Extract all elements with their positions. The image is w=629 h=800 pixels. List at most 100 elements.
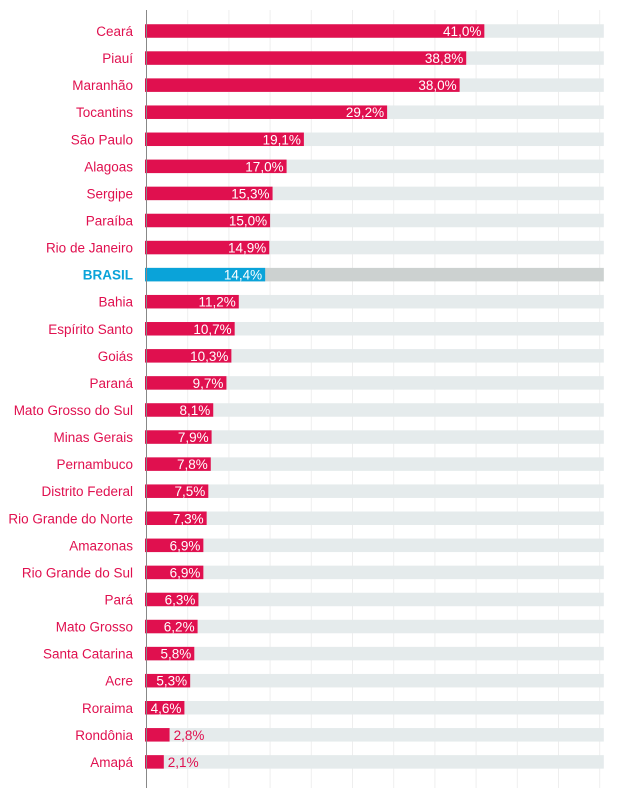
bar bbox=[145, 728, 170, 742]
bar-track bbox=[145, 646, 604, 661]
value-label: 6,2% bbox=[164, 620, 195, 635]
value-label: 7,8% bbox=[177, 457, 208, 472]
value-label: 2,1% bbox=[168, 755, 199, 770]
bar bbox=[145, 619, 198, 634]
value-label: 19,1% bbox=[263, 132, 301, 147]
bar bbox=[145, 186, 273, 201]
bar bbox=[145, 673, 191, 688]
category-label: Maranhão bbox=[72, 78, 133, 93]
value-label: 8,1% bbox=[179, 403, 210, 418]
category-label: São Paulo bbox=[71, 132, 133, 147]
category-label: Mato Grosso bbox=[56, 620, 133, 635]
bar bbox=[145, 701, 185, 715]
value-label: 38,0% bbox=[418, 78, 456, 93]
bar-track bbox=[145, 457, 604, 471]
bar bbox=[145, 403, 214, 417]
value-label: 6,9% bbox=[170, 538, 201, 553]
category-label: Distrito Federal bbox=[41, 484, 133, 499]
value-label: 15,0% bbox=[229, 213, 267, 228]
value-label: 10,7% bbox=[193, 322, 231, 337]
value-label: 7,5% bbox=[175, 484, 206, 499]
value-label: 6,3% bbox=[165, 592, 196, 607]
category-label: Goiás bbox=[98, 349, 134, 364]
bar-track bbox=[145, 430, 604, 444]
bar bbox=[145, 213, 271, 228]
bar bbox=[145, 240, 270, 255]
bar-track bbox=[145, 619, 604, 634]
bar bbox=[145, 430, 212, 444]
category-label: Minas Gerais bbox=[53, 430, 133, 445]
bar bbox=[145, 592, 199, 607]
value-label: 11,2% bbox=[199, 295, 236, 310]
bar bbox=[145, 322, 235, 336]
bar bbox=[145, 267, 266, 282]
bar bbox=[145, 159, 287, 174]
category-label: Roraima bbox=[82, 701, 134, 716]
category-label: Acre bbox=[105, 674, 133, 689]
bar-track bbox=[145, 511, 604, 526]
category-label: Amazonas bbox=[69, 538, 133, 553]
value-label: 4,6% bbox=[151, 701, 182, 716]
bar bbox=[145, 538, 204, 553]
bar-track bbox=[145, 538, 604, 553]
category-label: Paraná bbox=[89, 376, 133, 391]
bar-track bbox=[145, 484, 604, 498]
bar-track bbox=[145, 755, 604, 769]
bar-track bbox=[145, 322, 604, 336]
category-label: Bahia bbox=[98, 295, 133, 310]
bar bbox=[145, 484, 209, 498]
value-label: 17,0% bbox=[245, 159, 283, 174]
bar-track bbox=[145, 403, 604, 417]
bar bbox=[145, 24, 485, 38]
category-label: Pernambuco bbox=[56, 457, 133, 472]
bar bbox=[145, 51, 467, 65]
category-label: Ceará bbox=[96, 24, 133, 39]
value-label: 29,2% bbox=[346, 105, 384, 120]
category-label: Sergipe bbox=[86, 186, 133, 201]
bar bbox=[145, 376, 227, 390]
category-label: Alagoas bbox=[84, 159, 133, 174]
bar-track bbox=[145, 592, 604, 607]
bar-track bbox=[145, 701, 604, 715]
value-label: 6,9% bbox=[170, 565, 201, 580]
bar-track bbox=[145, 294, 604, 309]
value-label: 14,9% bbox=[228, 241, 266, 256]
bar bbox=[145, 349, 232, 363]
bar bbox=[145, 755, 164, 769]
value-label: 2,8% bbox=[174, 728, 205, 743]
value-label: 10,3% bbox=[190, 349, 228, 364]
bar bbox=[145, 78, 460, 92]
bar bbox=[145, 565, 204, 580]
category-label: Rio Grande do Norte bbox=[8, 511, 133, 526]
bar-track bbox=[145, 376, 604, 390]
category-label: Rio Grande do Sul bbox=[22, 565, 133, 580]
category-label: BRASIL bbox=[83, 268, 133, 283]
bar bbox=[145, 294, 239, 309]
category-label: Mato Grosso do Sul bbox=[14, 403, 133, 418]
value-label: 5,3% bbox=[156, 674, 187, 689]
category-label: Rondônia bbox=[75, 728, 133, 743]
value-label: 38,8% bbox=[425, 51, 463, 66]
value-label: 41,0% bbox=[443, 24, 481, 39]
bar bbox=[145, 105, 388, 119]
bar bbox=[145, 457, 211, 471]
value-label: 7,3% bbox=[173, 511, 204, 526]
bar bbox=[145, 132, 304, 147]
category-label: Pará bbox=[104, 592, 133, 607]
value-label: 7,9% bbox=[178, 430, 209, 445]
category-label: Rio de Janeiro bbox=[46, 241, 133, 256]
value-label: 5,8% bbox=[161, 647, 192, 662]
value-label: 15,3% bbox=[231, 186, 269, 201]
category-label: Amapá bbox=[90, 755, 133, 770]
bar-track bbox=[145, 728, 604, 742]
category-label: Tocantins bbox=[76, 105, 133, 120]
bar bbox=[145, 511, 207, 526]
value-label: 9,7% bbox=[193, 376, 224, 391]
category-label: Espírito Santo bbox=[48, 322, 133, 337]
category-label: Paraíba bbox=[86, 213, 134, 228]
bar bbox=[145, 646, 195, 661]
bar-track bbox=[145, 349, 604, 363]
value-label: 14,4% bbox=[224, 268, 262, 283]
bar-track bbox=[145, 565, 604, 580]
